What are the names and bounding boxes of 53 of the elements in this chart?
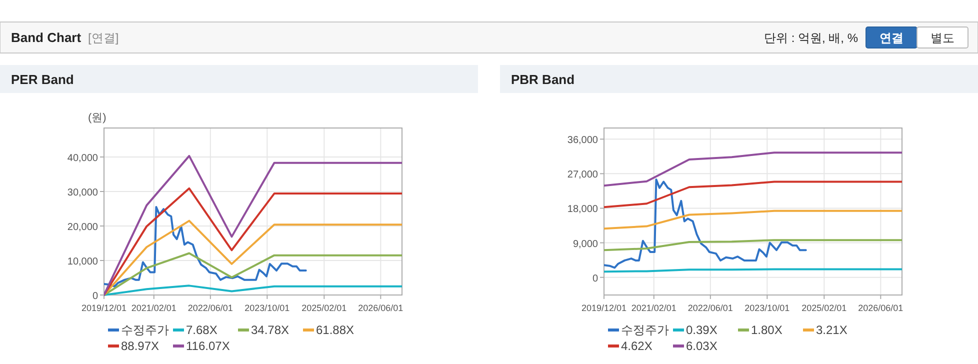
y-tick-label: 40,000 [67, 152, 98, 164]
text: [연결] [88, 31, 119, 45]
x-tick-label: 2019/12/01 [581, 303, 627, 313]
y-tick-label: 27,000 [567, 170, 598, 181]
line-series [104, 284, 402, 296]
legend-label: 116.07X [186, 339, 230, 353]
legend-label: 1.80X [751, 323, 782, 337]
y-tick-label: 0 [592, 273, 598, 284]
y-tick-label: 0 [92, 291, 98, 302]
text: 단위 : 억원, 배, % [764, 31, 858, 45]
legend-label: 7.68X [186, 323, 218, 337]
x-tick-label: 2021/02/01 [631, 303, 676, 313]
text: 별도 [930, 31, 954, 45]
legend-label: 수정주가 [121, 323, 169, 337]
y-tick-label: 9,000 [572, 238, 598, 250]
x-tick-label: 2022/06/01 [688, 303, 733, 313]
legend-label: 3.21X [816, 323, 848, 337]
text: Band Chart [11, 30, 82, 45]
legend-label: 6.03X [686, 339, 718, 353]
y-tick-label: 36,000 [567, 135, 598, 146]
legend-label: 0.39X [686, 323, 718, 337]
legend-label: 88.97X [121, 339, 160, 353]
legend-label: 수정주가 [621, 323, 669, 337]
x-tick-label: 2022/06/01 [188, 303, 233, 313]
legend-label: 4.62X [621, 339, 652, 353]
line-series [104, 206, 307, 288]
legend-label: 61.88X [316, 323, 354, 337]
legend-label: 34.78X [251, 323, 290, 337]
x-tick-label: 2019/12/01 [81, 303, 127, 313]
text: 연결 [880, 31, 904, 45]
x-tick-label: 2023/10/01 [744, 303, 790, 313]
line-series [604, 210, 902, 230]
line-series [604, 152, 902, 187]
line-series [104, 187, 402, 296]
chart-title: PBR Band [511, 72, 575, 87]
x-tick-label: 2025/02/01 [802, 303, 847, 313]
y-tick-label: 30,000 [67, 187, 98, 198]
y-tick-label: 20,000 [67, 222, 98, 233]
line-series [604, 180, 902, 208]
x-tick-label: 2025/02/01 [302, 303, 347, 313]
x-tick-label: 2021/02/01 [131, 303, 176, 313]
line-series [104, 154, 402, 296]
line-series [104, 220, 402, 296]
y-tick-label: 18,000 [567, 204, 598, 216]
line-series [604, 239, 902, 252]
y-axis-title: (원) [88, 112, 106, 124]
chart-title: PER Band [11, 72, 74, 87]
x-tick-label: 2026/06/01 [858, 303, 904, 313]
x-tick-label: 2023/10/01 [244, 303, 290, 313]
line-series [104, 252, 402, 296]
y-tick-label: 10,000 [67, 256, 98, 268]
line-series [604, 178, 807, 269]
x-tick-label: 2026/06/01 [358, 303, 404, 313]
